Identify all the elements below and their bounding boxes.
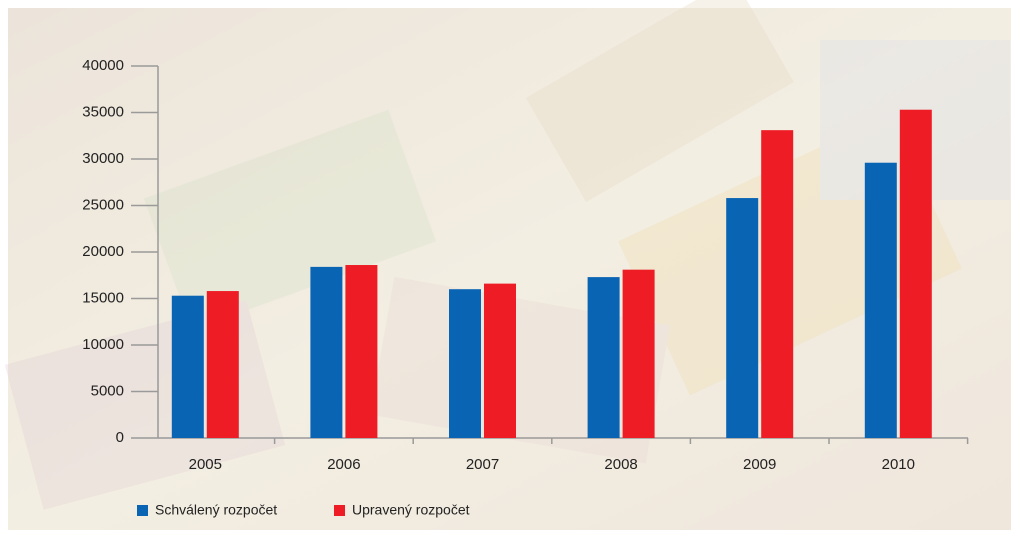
y-tick-label: 0 (116, 429, 124, 446)
y-tick-label: 40000 (82, 57, 124, 74)
x-tick-label: 2005 (189, 456, 222, 473)
y-tick-label: 35000 (82, 103, 124, 120)
legend-label: Upravený rozpočet (352, 502, 470, 518)
bar (484, 283, 516, 438)
x-tick-label: 2010 (882, 456, 915, 473)
bar (310, 266, 343, 438)
bar (761, 130, 794, 439)
y-tick-label: 30000 (82, 150, 124, 167)
bar (899, 109, 932, 439)
y-tick-label: 20000 (82, 243, 124, 260)
bar (345, 265, 378, 438)
y-tick-label: 25000 (82, 196, 124, 213)
x-tick-label: 2007 (466, 456, 499, 473)
y-tick-label: 5000 (91, 382, 124, 399)
x-tick-label: 2009 (743, 456, 776, 473)
y-tick-label: 10000 (82, 336, 124, 353)
bar (587, 277, 620, 438)
legend-swatch (334, 505, 345, 516)
y-tick-label: 15000 (82, 289, 124, 306)
background (8, 8, 1011, 530)
bar (622, 269, 655, 438)
bar (864, 162, 897, 438)
bar (171, 295, 204, 438)
x-tick-label: 2006 (327, 456, 360, 473)
bar (206, 291, 239, 438)
bar (726, 198, 759, 438)
x-tick-label: 2008 (604, 456, 637, 473)
legend-label: Schválený rozpočet (155, 502, 277, 518)
bar (449, 289, 481, 438)
legend-swatch (137, 505, 148, 516)
